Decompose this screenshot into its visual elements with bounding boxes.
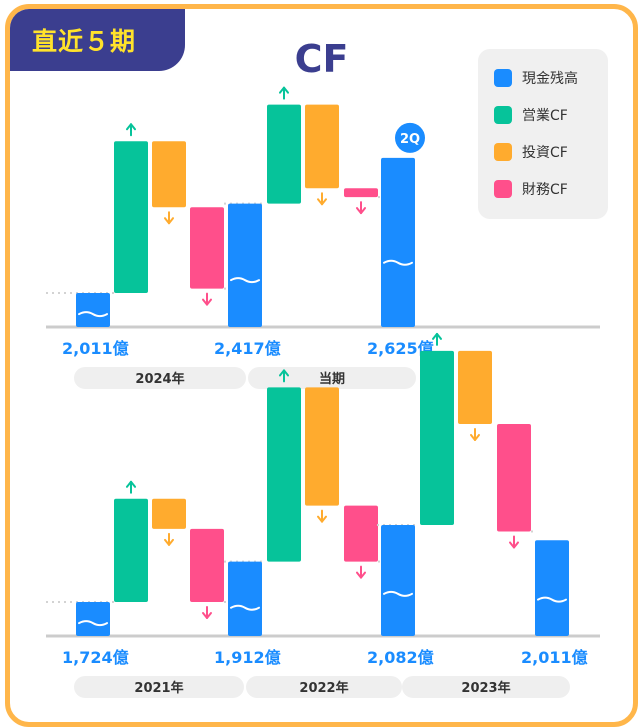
chart1-bar-cash-end-wave <box>537 596 567 603</box>
chart0-bar-cash-end <box>381 157 415 327</box>
chart1-arrow-investing-0 <box>164 532 174 546</box>
chart1-bar-financing-0 <box>190 528 224 602</box>
chart0-period-pill-1 <box>248 367 416 389</box>
chart1-bar-investing-2 <box>458 350 492 424</box>
chart0-bar-cash-1-wave <box>230 277 260 284</box>
chart1-arrow-operating-1 <box>279 369 289 383</box>
legend-label-investing: 投資CF <box>522 145 568 161</box>
legend-swatch-investing <box>494 143 512 161</box>
chart0-bar-cash-1 <box>228 203 262 327</box>
chart0-arrow-operating-0 <box>126 123 136 137</box>
chart1-bar-cash-end <box>535 540 569 636</box>
chart0-period-label-1: 当期 <box>319 371 345 387</box>
chart0-period-label-0: 2024年 <box>135 371 184 387</box>
chart1-arrow-financing-1 <box>356 565 366 579</box>
chart1-bar-financing-2 <box>497 423 531 532</box>
chart1-period-label-1: 2022年 <box>299 680 348 696</box>
chart1-value-label-1: 1,912億 <box>214 648 281 667</box>
legend-swatch-cash <box>494 69 512 87</box>
chart0-bar-operating-0 <box>114 141 148 293</box>
chart1-bar-cash-1 <box>228 561 262 636</box>
chart0-bar-financing-0 <box>190 207 224 289</box>
chart0-arrow-operating-1 <box>279 86 289 100</box>
chart1-bar-cash-0 <box>76 602 110 636</box>
chart0-arrow-investing-1 <box>317 192 327 206</box>
chart0-bar-investing-0 <box>152 141 186 208</box>
chart1-arrow-operating-2 <box>432 332 442 346</box>
chart0-bar-investing-1 <box>305 104 339 189</box>
legend-item-financing: 財務CF <box>494 176 568 202</box>
chart0-bar-cash-end-wave <box>383 259 413 266</box>
chart0-value-label-0: 2,011億 <box>62 339 129 358</box>
chart0-bar-cash-0 <box>76 293 110 327</box>
chart1-bar-operating-1 <box>267 387 301 562</box>
chart1-arrow-investing-1 <box>317 509 327 523</box>
chart1-bar-financing-1 <box>344 505 378 562</box>
chart1-bar-cash-2 <box>381 525 415 636</box>
chart1-value-label-2: 2,082億 <box>367 648 434 667</box>
chart0-bar-cash-0-wave <box>78 311 108 318</box>
chart1-period-label-2: 2023年 <box>461 680 510 696</box>
period-badge-label: 直近５期 <box>32 27 137 56</box>
chart1-bar-investing-0 <box>152 498 186 529</box>
chart1-arrow-financing-0 <box>202 606 212 619</box>
chart1-arrow-investing-2 <box>470 427 480 441</box>
chart1-bar-investing-1 <box>305 387 339 506</box>
chart0-value-label-end: 2,625億 <box>367 339 434 358</box>
chart1-value-label-0: 1,724億 <box>62 648 129 667</box>
chart0-badge-1 <box>395 122 425 153</box>
chart1-value-label-end: 2,011億 <box>521 648 588 667</box>
chart1-period-pill-1 <box>246 676 402 698</box>
chart1-arrow-operating-0 <box>126 480 136 494</box>
chart1-bar-operating-0 <box>114 498 148 602</box>
chart0-period-pill-0 <box>74 367 246 389</box>
chart1-period-pill-2 <box>402 676 570 698</box>
chart0-bar-financing-1 <box>344 188 378 198</box>
chart1-period-label-0: 2021年 <box>134 680 183 696</box>
legend-swatch-operating <box>494 106 512 124</box>
chart1-arrow-financing-2 <box>509 535 519 549</box>
legend-label-cash: 現金残高 <box>522 71 578 87</box>
chart0-badge-label-1: 2Q <box>400 132 420 147</box>
chart1-bar-cash-0-wave <box>78 620 108 627</box>
legend-item-cash: 現金残高 <box>494 65 578 91</box>
chart0-arrow-investing-0 <box>164 211 174 225</box>
chart1-bar-operating-2 <box>420 350 454 526</box>
legend-item-operating: 営業CF <box>494 102 568 128</box>
chart0-arrow-financing-1 <box>356 201 366 215</box>
chart0-bar-operating-1 <box>267 104 301 204</box>
legend-item-investing: 投資CF <box>494 139 568 165</box>
chart0-arrow-financing-0 <box>202 292 212 306</box>
period-badge: 直近５期 <box>10 9 185 71</box>
legend-label-operating: 営業CF <box>522 108 568 124</box>
cf-card: 直近５期 CF 現金残高 営業CF 投資CF 財務CF 2,011億 2024年 2… <box>5 4 638 727</box>
chart1-bar-cash-1-wave <box>230 604 260 611</box>
chart1-bar-cash-2-wave <box>383 590 413 597</box>
page-title: CF <box>294 37 349 81</box>
chart0-value-label-1: 2,417億 <box>214 339 281 358</box>
legend-swatch-financing <box>494 180 512 198</box>
chart-legend: 現金残高 営業CF 投資CF 財務CF <box>478 49 608 219</box>
chart1-period-pill-0 <box>74 676 244 698</box>
legend-label-financing: 財務CF <box>522 182 568 198</box>
